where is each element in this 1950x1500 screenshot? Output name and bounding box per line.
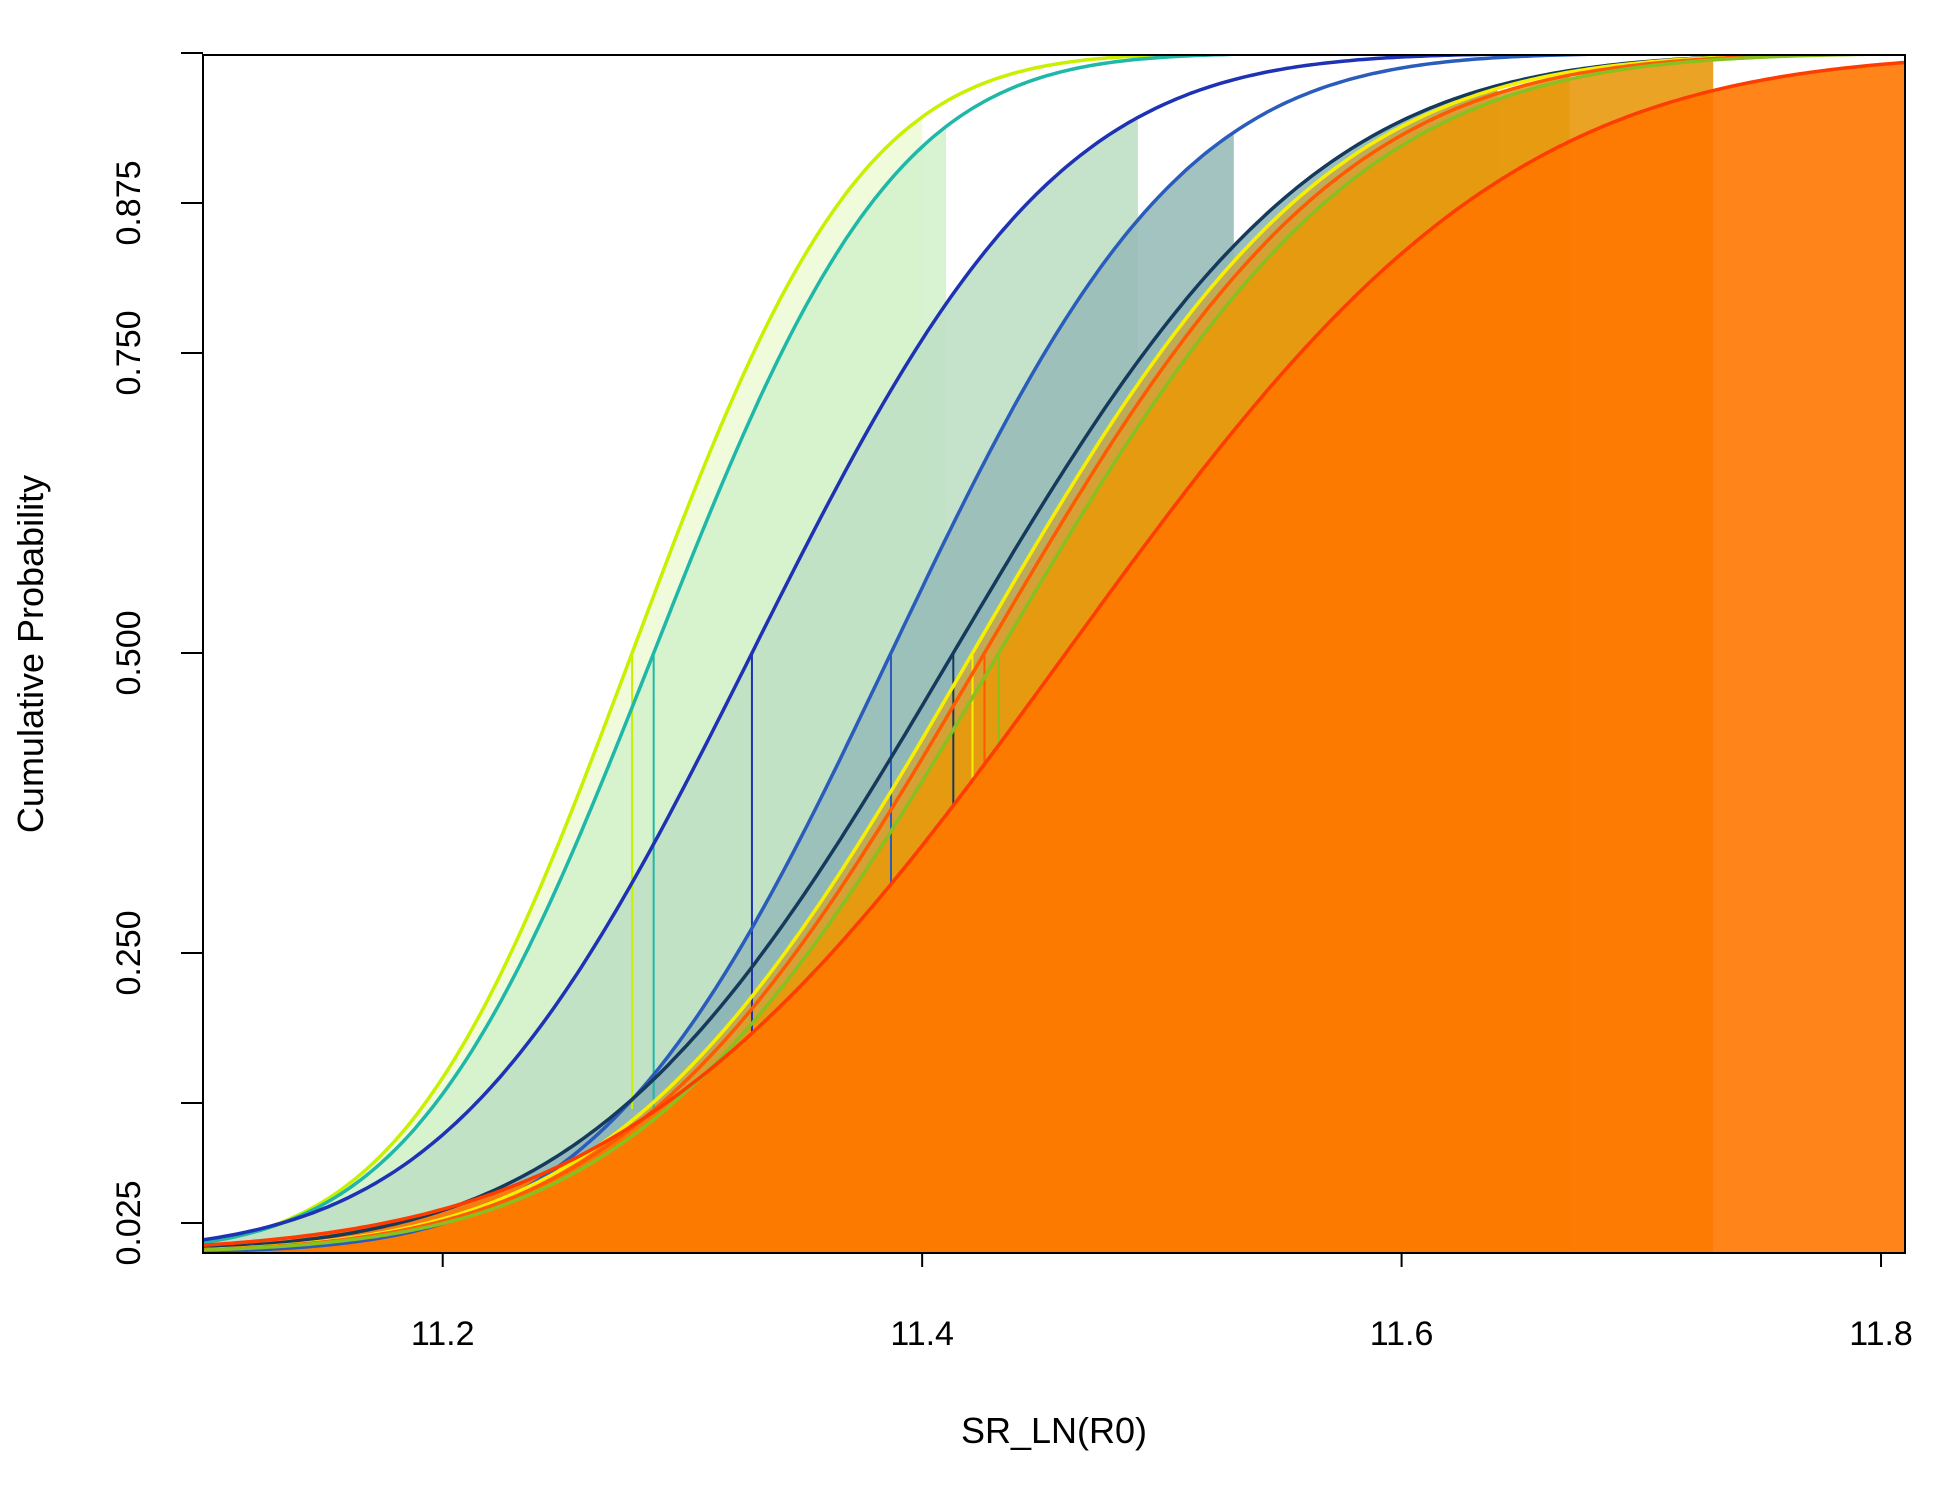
series-line-3	[203, 55, 1596, 1242]
x-axis-label: SR_LN(R0)	[961, 1410, 1147, 1451]
x-tick-label: 11.2	[411, 1315, 475, 1353]
x-axis: 11.2 11.4 11.6 11.8	[411, 1253, 1913, 1353]
y-tick-label: 0.500	[110, 610, 148, 695]
series-lines	[203, 55, 1905, 1253]
series-line-2	[203, 55, 1323, 1245]
y-tick-label: 0.025	[110, 1180, 148, 1265]
series-line-7	[203, 55, 1905, 1252]
y-axis-label: Cumulative Probability	[10, 475, 51, 833]
y-tick-label: 0.250	[110, 910, 148, 995]
x-tick-label: 11.8	[1849, 1315, 1913, 1353]
series-line-1	[203, 55, 1265, 1245]
series-fill-9	[203, 55, 1905, 1253]
x-tick-label: 11.4	[890, 1315, 954, 1353]
y-tick-label: 0.875	[110, 160, 148, 245]
x-tick-label: 11.6	[1370, 1315, 1434, 1353]
series-line-8	[203, 55, 1905, 1252]
series-line-9	[203, 60, 1905, 1247]
y-tick-label: 0.750	[110, 310, 148, 395]
y-axis: 0.025 0.250 0.500 0.750 0.875	[110, 52, 203, 1266]
series-line-6	[203, 55, 1905, 1252]
